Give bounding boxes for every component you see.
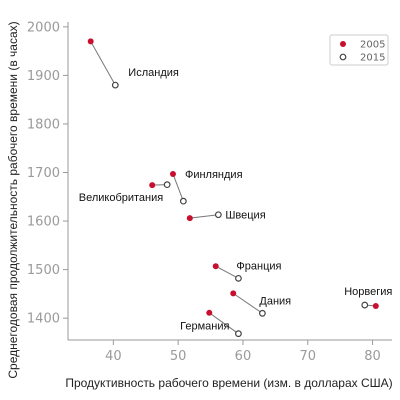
point-2005 <box>149 182 156 189</box>
country-label: Франция <box>236 260 281 272</box>
connector-lines <box>90 41 376 335</box>
point-2015 <box>111 81 119 89</box>
connector-line <box>172 173 184 202</box>
point-2005 <box>230 290 237 297</box>
country-labels: Исландия Финляндия Великобритания Швеция Фра… <box>79 67 393 333</box>
country-label: Дания <box>259 295 291 307</box>
point-2015 <box>235 330 242 338</box>
country-label: Финляндия <box>185 169 243 181</box>
point-2015 <box>259 309 266 317</box>
country-label: Великобритания <box>79 192 164 204</box>
legend-label-2005: 2005 <box>360 40 385 51</box>
point-2015 <box>235 274 242 282</box>
point-2005 <box>87 38 94 45</box>
y-tick-label: 1600 <box>27 215 60 230</box>
legend-marker-2015 <box>339 53 347 61</box>
x-tick-label: 40 <box>105 349 122 364</box>
y-axis-title: Среднегодовая продолжительность рабочего… <box>6 21 20 378</box>
x-axis-title: Продуктивность рабочего времени (изм. в … <box>65 376 392 390</box>
y-tick-label: 2000 <box>27 20 60 35</box>
legend: 2005 2015 <box>329 34 389 66</box>
x-tick-label: 70 <box>299 349 316 364</box>
point-2015 <box>361 301 369 309</box>
point-2015 <box>179 197 187 205</box>
x-tick-label: 80 <box>364 349 381 364</box>
x-tick-label: 60 <box>235 349 252 364</box>
y-tick-label: 1700 <box>27 166 60 181</box>
x-tick-label: 50 <box>170 349 187 364</box>
y-tick-label: 1400 <box>27 312 60 327</box>
legend-marker-2005 <box>340 41 346 47</box>
connector-line <box>215 265 239 279</box>
country-label: Норвегия <box>344 286 392 298</box>
connector-line <box>90 41 116 86</box>
connector-line <box>189 214 219 219</box>
point-2015 <box>163 181 171 189</box>
point-2005 <box>212 263 219 270</box>
y-tick-label: 1900 <box>27 69 60 84</box>
country-label: Исландия <box>128 67 179 79</box>
point-2005 <box>169 170 176 177</box>
axis-ticks: 40 50 60 70 80 1400 1500 1600 1700 1800 1900 2000 <box>27 20 381 364</box>
y-tick-label: 1500 <box>27 263 60 278</box>
connector-line <box>208 312 239 335</box>
country-label: Швеция <box>225 210 265 222</box>
country-label: Германия <box>180 321 229 333</box>
data-points <box>87 38 379 338</box>
point-2015 <box>214 211 222 219</box>
legend-label-2015: 2015 <box>360 53 385 64</box>
y-tick-label: 1800 <box>27 117 60 132</box>
point-2005 <box>372 303 379 310</box>
point-2005 <box>206 309 213 316</box>
point-2005 <box>186 215 193 222</box>
connector-line <box>232 292 263 314</box>
